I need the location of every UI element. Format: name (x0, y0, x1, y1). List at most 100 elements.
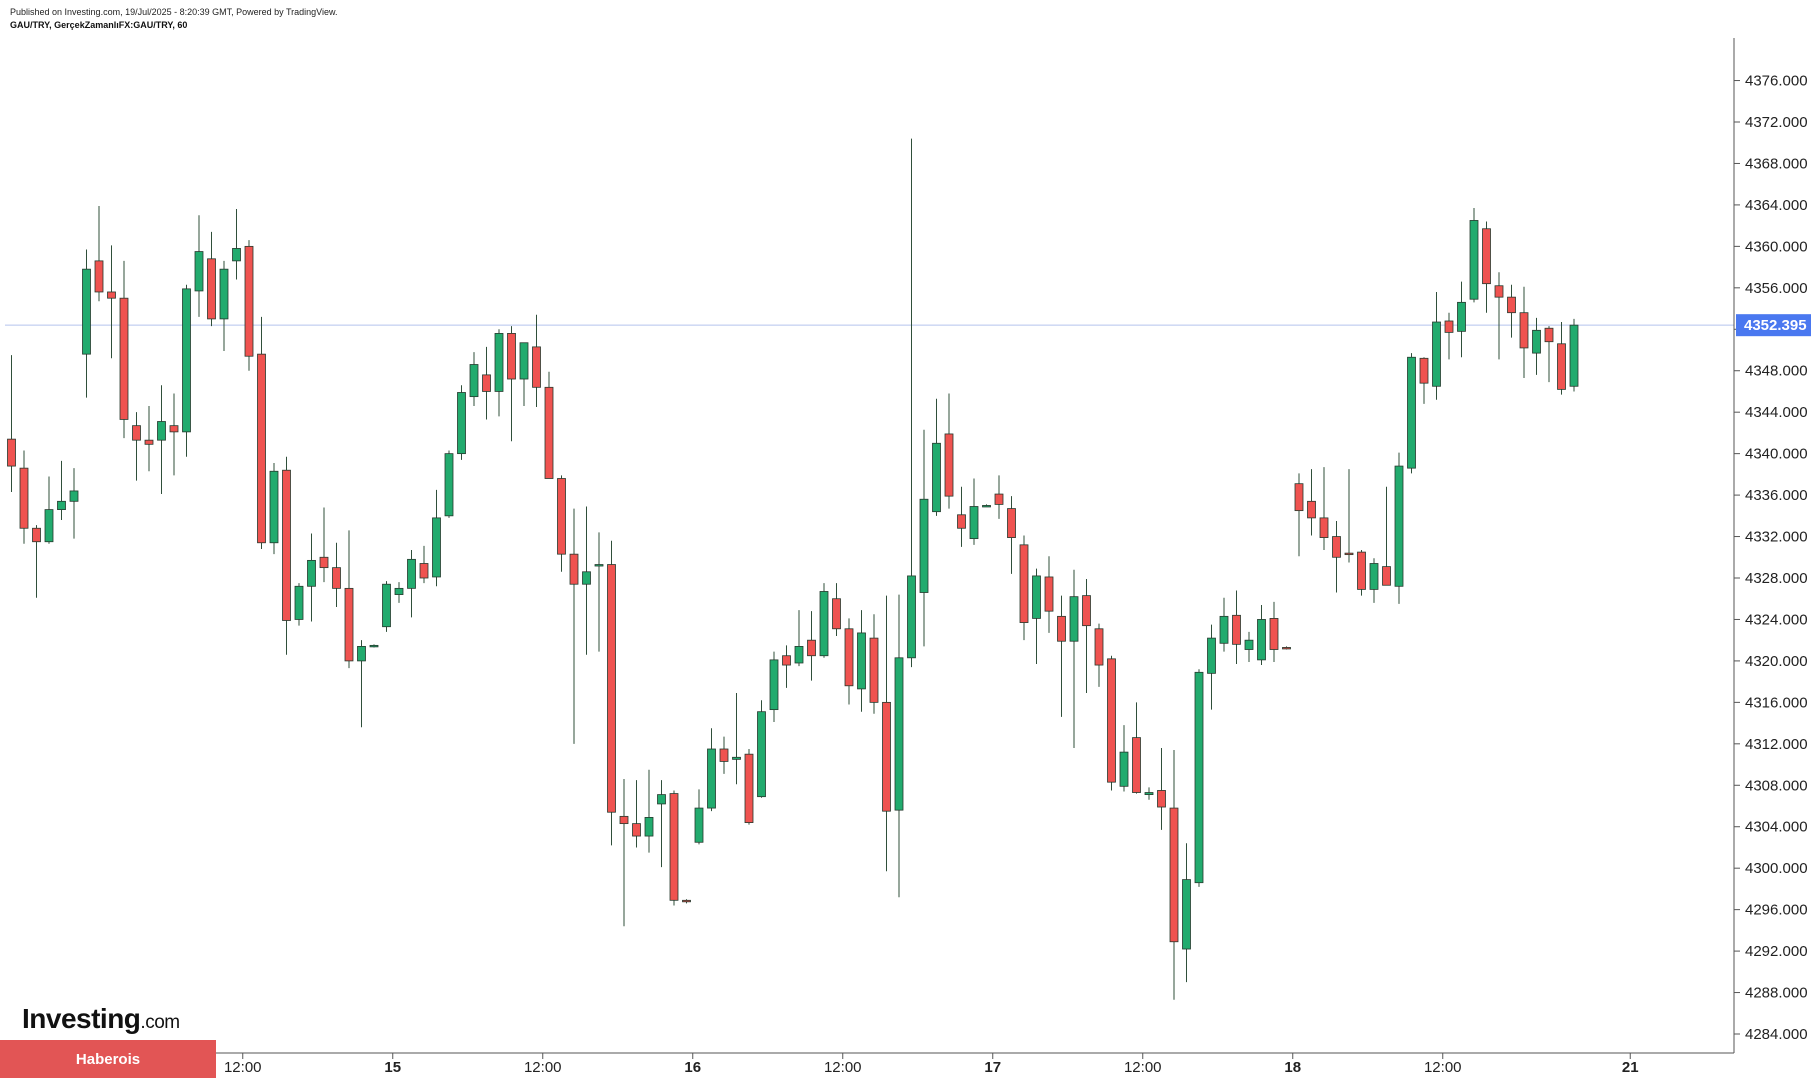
candle-body (1519, 312, 1529, 349)
price-axis[interactable]: 4284.000 4288.000 4292.000 4296.000 4300.000… (1733, 38, 1811, 1053)
candle-body (1119, 751, 1129, 787)
candle (1569, 318, 1579, 392)
candle-body (1194, 671, 1204, 884)
candle (732, 693, 741, 785)
candle-body (432, 517, 441, 578)
candle (44, 476, 54, 544)
candle (1219, 597, 1229, 652)
candle-body (544, 386, 554, 479)
candle-body (344, 587, 354, 662)
candle-body (557, 478, 566, 555)
price-tick-label: 4356.000 (1745, 280, 1808, 297)
candle (744, 749, 754, 825)
candle-body (994, 493, 1004, 505)
candle (782, 645, 791, 688)
candle-body (357, 646, 366, 662)
price-tick-label: 4376.000 (1745, 73, 1808, 90)
candle (994, 475, 1004, 519)
candle (444, 450, 454, 518)
candle (182, 284, 191, 457)
candle (719, 736, 729, 774)
candle (32, 525, 41, 598)
candle (1232, 590, 1241, 665)
time-tick-label: 12:00 (824, 1059, 862, 1076)
candle (907, 138, 916, 668)
candle (1057, 595, 1066, 717)
candle-body (332, 567, 341, 589)
candle-body (582, 571, 591, 585)
candle-body (307, 559, 316, 587)
candle-body (1069, 596, 1079, 642)
candle-body (119, 297, 129, 420)
candle-body (669, 793, 679, 901)
candle-body (782, 655, 791, 666)
candle-body (1319, 517, 1329, 538)
candle (394, 582, 404, 603)
candle (7, 355, 16, 492)
candle (219, 260, 229, 352)
candle-body (932, 442, 941, 513)
candle (657, 780, 666, 868)
candle-body (19, 467, 29, 529)
candle-body (1544, 327, 1554, 343)
candle-body (1432, 321, 1441, 387)
candle-body (94, 260, 104, 293)
candle-body (1357, 551, 1366, 590)
candle (869, 614, 879, 714)
price-tick-label: 4284.000 (1745, 1026, 1808, 1043)
candle-body (182, 288, 191, 433)
candle (1519, 286, 1529, 378)
time-tick-label: 12:00 (524, 1059, 562, 1076)
time-tick-label: 12:00 (1124, 1059, 1162, 1076)
logo-brand: Investing (22, 1003, 141, 1034)
price-tick-label: 4372.000 (1745, 114, 1808, 131)
candle (619, 779, 629, 927)
candle (1144, 787, 1154, 800)
candle-body (382, 583, 391, 628)
candle (1244, 631, 1254, 662)
candle (369, 644, 379, 648)
candle (1494, 272, 1504, 360)
candle-body (1557, 343, 1566, 390)
candle (419, 545, 429, 584)
candle (694, 789, 704, 845)
candle (1457, 281, 1466, 358)
candle (1294, 473, 1304, 557)
candle-body (619, 815, 629, 825)
candle-body (1094, 628, 1104, 666)
candle (1019, 535, 1029, 641)
symbol-info: GAU/TRY, GerçekZamanlıFX:GAU/TRY, 60 (10, 20, 188, 30)
candle (482, 346, 491, 420)
investing-logo: Investing.com (22, 1003, 180, 1035)
candle-body (1407, 356, 1416, 469)
candle (1544, 326, 1554, 383)
candle (544, 371, 554, 479)
candle-body (944, 433, 954, 497)
price-tick-label: 4364.000 (1745, 197, 1808, 214)
candle-body (269, 470, 279, 544)
candle (932, 398, 941, 516)
candle-body (632, 823, 641, 837)
candle-body (1494, 285, 1504, 298)
candle (769, 651, 779, 723)
candle (1044, 556, 1054, 633)
candle-body (1232, 614, 1241, 645)
candle (1032, 568, 1041, 665)
candle (82, 249, 91, 398)
time-tick-label: 18 (1284, 1059, 1301, 1076)
time-tick-label: 16 (684, 1059, 701, 1076)
candle (432, 489, 441, 587)
candle (969, 478, 979, 545)
candle (1194, 669, 1204, 887)
candle (819, 583, 829, 658)
candle (832, 583, 841, 637)
candle (707, 728, 716, 812)
candle (69, 468, 79, 539)
candle-body (1469, 220, 1479, 300)
candle-body (507, 333, 516, 380)
candle-body (969, 506, 979, 540)
candle (107, 245, 116, 359)
candle-body (1507, 296, 1516, 314)
